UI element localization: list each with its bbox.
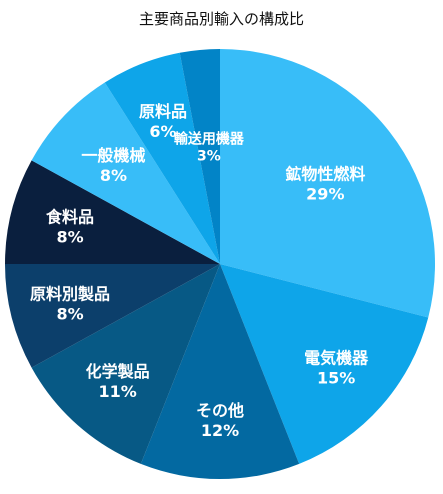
slice-label-2: 電気機器: [304, 348, 369, 367]
pie-slices: [5, 49, 435, 479]
slice-value-7: 8%: [100, 166, 127, 185]
chart-title: 主要商品別輸入の構成比: [138, 10, 304, 28]
slice-label-5: 原料別製品: [30, 284, 110, 303]
pie-slice-5: [5, 264, 220, 368]
pie-slice-7: [31, 82, 220, 264]
slice-value-5: 8%: [56, 304, 83, 323]
pie-slice-6: [5, 160, 220, 264]
pie-slice-1: [220, 49, 435, 318]
slice-label-8: 原料品: [139, 102, 187, 121]
slice-label-6: 食料品: [45, 208, 94, 227]
pie-slice-2: [220, 264, 429, 464]
slice-value-3: 12%: [201, 421, 239, 440]
slice-value-2: 15%: [317, 368, 355, 387]
slice-label-1: 鉱物性燃料: [285, 164, 365, 183]
slice-value-8: 6%: [149, 122, 176, 141]
pie-slice-4: [31, 264, 220, 464]
slice-label-3: その他: [196, 401, 244, 420]
pie-slice-3: [140, 264, 300, 479]
pie-labels: 鉱物性燃料29%電気機器15%その他12%化学製品11%原料別製品8%食料品8%…: [30, 102, 369, 440]
slice-label-9: 輸送用機器: [174, 130, 245, 147]
slice-value-1: 29%: [306, 184, 344, 203]
slice-value-6: 8%: [56, 228, 83, 247]
slice-value-4: 11%: [98, 382, 136, 401]
slice-label-4: 化学製品: [86, 362, 150, 381]
pie-slice-9: [179, 49, 220, 264]
slice-value-9: 3%: [197, 148, 221, 164]
slice-label-7: 一般機械: [81, 146, 145, 165]
pie-slice-8: [104, 52, 220, 264]
